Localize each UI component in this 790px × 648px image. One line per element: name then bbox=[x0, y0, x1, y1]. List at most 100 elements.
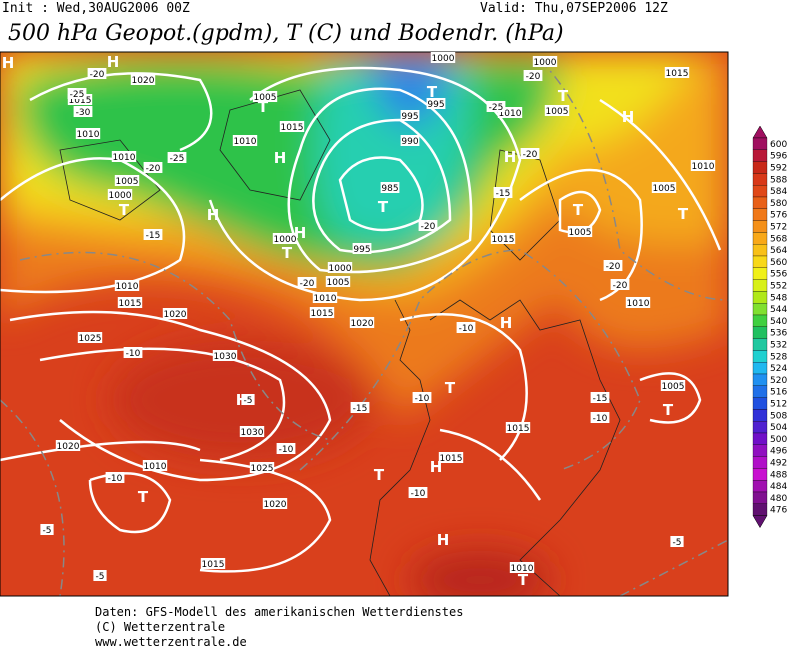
contour-label: -10 bbox=[593, 414, 608, 424]
contour-label: -10 bbox=[415, 394, 430, 404]
pressure-center: T bbox=[374, 466, 385, 484]
label-box bbox=[77, 332, 103, 343]
colorbar-swatch bbox=[752, 326, 768, 339]
label-box bbox=[40, 524, 54, 535]
label-box bbox=[105, 472, 125, 483]
label-box bbox=[67, 94, 93, 105]
label-box bbox=[87, 68, 107, 79]
label-box bbox=[107, 189, 133, 200]
contour-label: -20 bbox=[421, 222, 436, 232]
label-box bbox=[603, 260, 623, 271]
contour-label: -10 bbox=[108, 474, 123, 484]
contour-label: 1005 bbox=[662, 382, 685, 392]
contour-label: -20 bbox=[300, 279, 315, 289]
label-box bbox=[610, 279, 630, 290]
contour-label: 1015 bbox=[492, 235, 515, 245]
label-box bbox=[117, 297, 143, 308]
pressure-center: T bbox=[258, 98, 269, 116]
colorbar-label: 564 bbox=[770, 246, 787, 256]
label-box bbox=[325, 276, 351, 287]
colorbar-label: 552 bbox=[770, 282, 787, 292]
label-box bbox=[349, 317, 375, 328]
colorbar-label: 492 bbox=[770, 459, 787, 469]
contour-label: -25 bbox=[170, 154, 185, 164]
pressure-center: H bbox=[622, 108, 635, 126]
contour-label: 995 bbox=[353, 245, 370, 255]
contour-label: -5 bbox=[43, 526, 52, 536]
label-box bbox=[544, 105, 570, 116]
contour-label: 1015 bbox=[69, 96, 92, 106]
contour-label: -10 bbox=[279, 445, 294, 455]
colorbar-swatch bbox=[752, 267, 768, 280]
colorbar-cap bbox=[752, 515, 768, 529]
contour-label: 1015 bbox=[119, 299, 142, 309]
contour-label: 1010 bbox=[627, 299, 650, 309]
contour-label: -25 bbox=[70, 90, 85, 100]
colorbar-swatch bbox=[752, 303, 768, 316]
colorbar-swatch bbox=[752, 173, 768, 186]
label-box bbox=[590, 412, 610, 423]
colorbar-swatch bbox=[752, 137, 768, 150]
colorbar-swatch bbox=[752, 220, 768, 233]
contour-label: 1010 bbox=[499, 109, 522, 119]
contour-label: 1030 bbox=[214, 352, 237, 362]
map-labels: H H 1020 1015 1010 1010 1005 1000 T H 1015 1010 1005… bbox=[2, 52, 716, 589]
colorbar-label: 528 bbox=[770, 352, 787, 362]
contour-label: -20 bbox=[523, 150, 538, 160]
pressure-center: T bbox=[378, 198, 389, 216]
label-box bbox=[690, 160, 716, 171]
contour-label: -5 bbox=[244, 396, 253, 406]
contour-label: 990 bbox=[401, 137, 418, 147]
colorbar-swatch bbox=[752, 208, 768, 221]
colorbar-swatch bbox=[752, 409, 768, 422]
contour-label: 1005 bbox=[653, 184, 676, 194]
colorbar-label: 496 bbox=[770, 447, 787, 457]
contour-label: 1010 bbox=[511, 564, 534, 574]
label-box bbox=[486, 101, 506, 112]
label-box bbox=[509, 562, 535, 573]
colorbar-label: 512 bbox=[770, 400, 787, 410]
map-title: 500 hPa Geopot.(gpdm), T (C) und Bodendr… bbox=[8, 21, 564, 46]
colorbar-swatch bbox=[752, 350, 768, 363]
colorbar-label: 588 bbox=[770, 175, 787, 185]
contour-label: 1010 bbox=[234, 137, 257, 147]
label-box bbox=[520, 148, 540, 159]
contour-label: -20 bbox=[613, 281, 628, 291]
label-box bbox=[418, 220, 438, 231]
pressure-center: T bbox=[427, 83, 438, 101]
colorbar-label: 540 bbox=[770, 317, 787, 327]
colorbar-label: 600 bbox=[770, 140, 787, 150]
label-box bbox=[426, 98, 446, 109]
label-box bbox=[400, 135, 420, 146]
colorbar-swatch bbox=[752, 362, 768, 375]
contour-label: 1025 bbox=[79, 334, 102, 344]
contour-label: -5 bbox=[96, 572, 105, 582]
colorbar-label: 548 bbox=[770, 293, 787, 303]
label-box bbox=[279, 121, 305, 132]
label-box bbox=[327, 262, 353, 273]
contour-label: 995 bbox=[401, 112, 418, 122]
contour-label: -20 bbox=[146, 164, 161, 174]
colorbar-label: 596 bbox=[770, 152, 787, 162]
pressure-center: H bbox=[504, 148, 517, 166]
colorbar-swatch bbox=[752, 491, 768, 504]
label-box bbox=[75, 128, 101, 139]
colorbar-swatch bbox=[752, 503, 768, 516]
colorbar-label: 536 bbox=[770, 329, 787, 339]
contour-label: 1025 bbox=[251, 464, 274, 474]
contour-label: 1000 bbox=[109, 191, 132, 201]
contour-label: 1010 bbox=[314, 294, 337, 304]
contour-label: 1020 bbox=[264, 500, 287, 510]
label-box bbox=[670, 536, 684, 547]
label-box bbox=[130, 74, 156, 85]
colorbar-label: 584 bbox=[770, 187, 787, 197]
footer-line: www.wetterzentrale.de bbox=[95, 635, 247, 648]
contour-label: -25 bbox=[489, 103, 504, 113]
label-box bbox=[567, 226, 593, 237]
pressure-center: H bbox=[500, 314, 513, 332]
label-box bbox=[93, 570, 107, 581]
contour-label: 1005 bbox=[569, 228, 592, 238]
pressure-center: T bbox=[282, 244, 293, 262]
pressure-center: T bbox=[573, 201, 584, 219]
